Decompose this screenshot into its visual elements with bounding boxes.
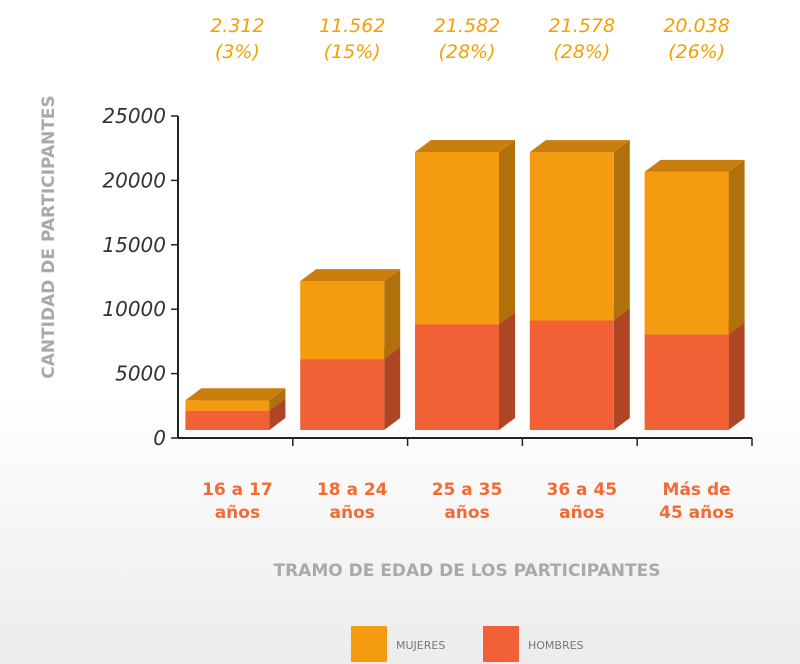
x-category-label: Más de <box>663 480 731 500</box>
bar-mujeres <box>185 400 270 411</box>
total-percent-label: (28%) <box>553 41 610 63</box>
y-tick-label: 10000 <box>102 297 166 321</box>
bar-hombres <box>644 334 729 430</box>
y-tick-label: 5000 <box>115 362 166 386</box>
bar-side-hombres <box>269 398 286 430</box>
axes: 0 5000 10000 15000 20000 25000 <box>102 104 753 450</box>
total-percent-label: (26%) <box>668 41 725 63</box>
labels: 2.312 (3%) 16 a 17 años 11.562 (15%) 18 a 24 añ… <box>202 15 734 523</box>
y-tick-label: 15000 <box>102 233 166 257</box>
y-axis-title: CANTIDAD DE PARTICIPANTES <box>39 95 59 379</box>
y-tick-label: 0 <box>153 426 166 450</box>
bar-stack <box>529 140 630 430</box>
total-value-label: 21.582 <box>434 15 500 37</box>
legend-label-hombres: HOMBRES <box>528 639 584 652</box>
legend-label-mujeres: MUJERES <box>396 639 445 652</box>
x-category-label: 16 a 17 <box>202 480 273 500</box>
bar-side-mujeres <box>728 159 745 335</box>
bars <box>185 140 745 430</box>
bar-mujeres <box>644 171 729 335</box>
bar-top-mujeres <box>415 140 515 153</box>
bar-side-mujeres <box>613 140 630 321</box>
total-percent-label: (15%) <box>324 41 381 63</box>
bar-side-mujeres <box>499 140 515 325</box>
total-value-label: 2.312 <box>210 15 264 37</box>
x-category-label: años <box>444 503 489 523</box>
bar-stack <box>644 159 745 430</box>
legend-swatch-hombres <box>483 626 519 662</box>
x-category-label: 45 años <box>659 503 734 523</box>
bar-side-mujeres <box>384 269 401 360</box>
x-axis-title: TRAMO DE EDAD DE LOS PARTICIPANTES <box>273 561 660 581</box>
bar-side-mujeres <box>269 388 286 411</box>
y-tick-label: 20000 <box>102 168 166 192</box>
bar-top-mujeres <box>529 140 630 153</box>
x-category-label: años <box>330 503 375 523</box>
bar-stack <box>415 140 515 430</box>
total-value-label: 20.038 <box>663 15 729 37</box>
bar-stack <box>300 269 401 430</box>
bar-mujeres <box>529 152 614 321</box>
bar-hombres <box>415 324 499 430</box>
total-value-label: 11.562 <box>319 15 385 37</box>
bar-hombres <box>300 359 385 430</box>
x-category-label: años <box>559 503 604 523</box>
y-tick-label: 25000 <box>102 104 166 128</box>
bar-hombres <box>185 410 270 430</box>
bar-top-mujeres <box>300 269 401 282</box>
legend-swatch-mujeres <box>351 626 387 662</box>
bar-stack <box>185 388 286 430</box>
bar-top-mujeres <box>185 388 286 401</box>
bar-mujeres <box>300 281 385 360</box>
x-category-label: años <box>215 503 260 523</box>
total-percent-label: (28%) <box>438 41 495 63</box>
bar-hombres <box>529 320 614 430</box>
total-percent-label: (3%) <box>215 41 260 63</box>
bar-side-hombres <box>613 308 630 430</box>
bar-side-hombres <box>384 347 401 430</box>
bar-side-hombres <box>499 312 515 430</box>
bar-top-mujeres <box>644 159 745 172</box>
x-category-label: 36 a 45 <box>546 480 617 500</box>
legend: MUJERES HOMBRES <box>351 626 584 662</box>
bar-mujeres <box>415 152 499 325</box>
bar-side-hombres <box>728 322 745 430</box>
total-value-label: 21.578 <box>549 15 615 37</box>
x-category-label: 18 a 24 <box>317 480 388 500</box>
x-category-label: 25 a 35 <box>432 480 503 500</box>
